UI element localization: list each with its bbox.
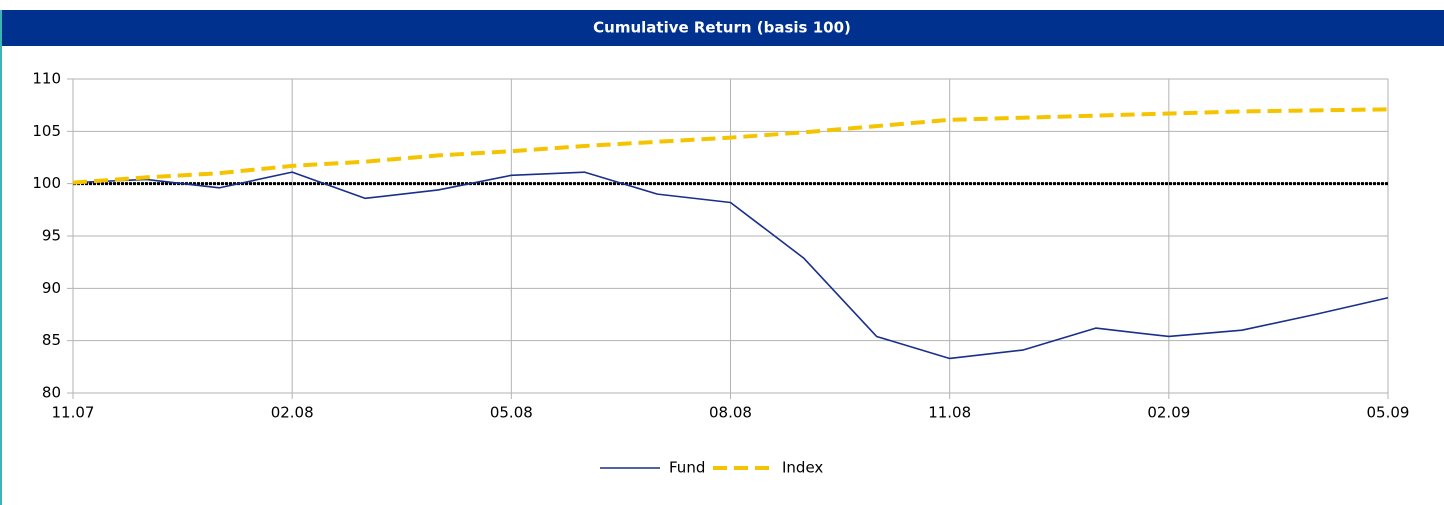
legend-label: Fund [669, 459, 705, 477]
x-tick-label: 05.09 [1367, 404, 1410, 422]
legend-label: Index [782, 459, 823, 477]
x-tick-label: 02.08 [271, 404, 314, 422]
x-tick-label: 11.07 [52, 404, 95, 422]
series-line [72, 107, 1389, 185]
y-tick-label: 95 [42, 227, 61, 245]
y-tick-label: 80 [42, 384, 61, 402]
x-tick-label: 05.08 [490, 404, 533, 422]
series-line [72, 171, 1389, 360]
chart-title: Cumulative Return (basis 100) [593, 19, 851, 37]
y-tick-label: 110 [32, 70, 61, 88]
y-tick-label: 90 [42, 279, 61, 297]
x-tick-label: 08.08 [709, 404, 752, 422]
x-tick-label: 11.08 [928, 404, 971, 422]
title-bar [0, 10, 1444, 46]
y-tick-label: 100 [32, 174, 61, 192]
x-tick-label: 02.09 [1147, 404, 1190, 422]
plot-frame [72, 78, 1389, 394]
y-tick-label: 105 [32, 122, 61, 140]
y-tick-label: 85 [42, 331, 61, 349]
